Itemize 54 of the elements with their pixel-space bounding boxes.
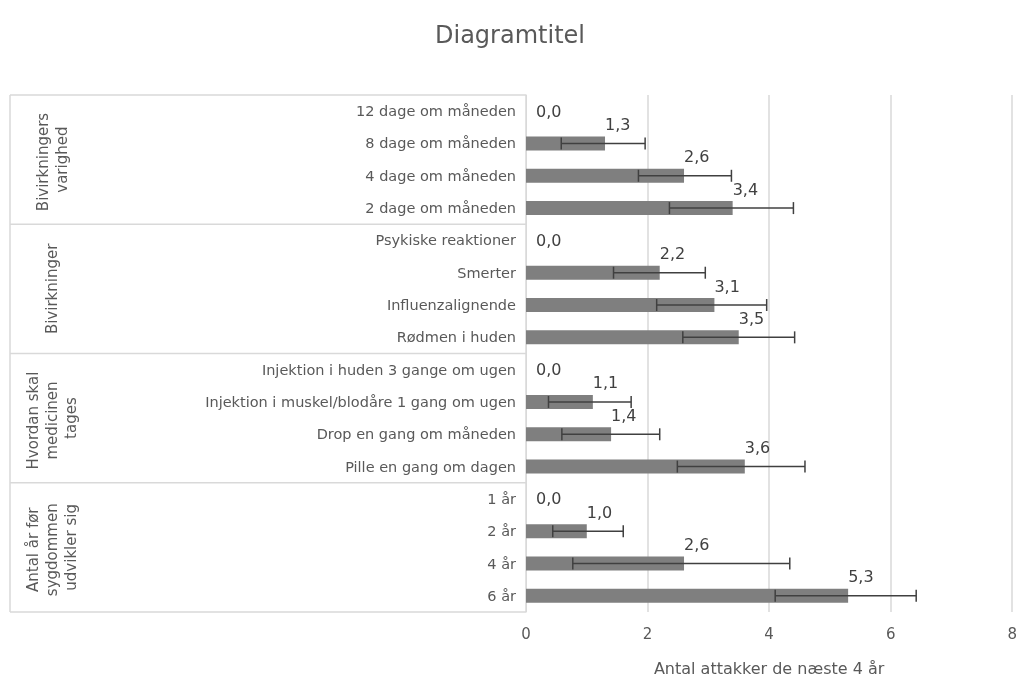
- y-tick-label: Influenzalignende: [386, 297, 517, 314]
- y-tick-label: Rødmen i huden: [396, 329, 516, 346]
- x-tick-label: 0: [521, 624, 531, 643]
- data-label: 2,6: [684, 535, 710, 555]
- data-label: 2,6: [684, 147, 710, 167]
- y-tick-label: Drop en gang om måneden: [316, 426, 516, 443]
- bar: [526, 201, 733, 216]
- x-tick-label: 4: [764, 624, 774, 643]
- y-tick-label: 1 år: [487, 490, 517, 507]
- bar: [526, 556, 685, 571]
- x-tick-label: 8: [1007, 624, 1017, 643]
- y-tick-label: Psykiske reaktioner: [375, 232, 517, 249]
- y-tick-label: 4 år: [487, 555, 517, 572]
- data-label: 0,0: [536, 489, 562, 509]
- bar: [526, 265, 660, 280]
- bar: [526, 427, 612, 442]
- y-tick-label: Pille en gang om dagen: [345, 458, 516, 475]
- data-label: 0,0: [536, 230, 562, 250]
- data-label: 5,3: [848, 567, 874, 587]
- y-tick-label: 12 dage om måneden: [356, 103, 516, 120]
- y-tick-label: 2 dage om måneden: [365, 200, 516, 217]
- data-label: 3,4: [732, 179, 759, 199]
- y-tick-label: 4 dage om måneden: [365, 167, 516, 184]
- bar: [526, 298, 715, 313]
- bar: [526, 459, 745, 474]
- text: Antal år før sygdommen udvikler sig: [24, 498, 80, 597]
- bar: [526, 136, 606, 151]
- data-label: 1,0: [586, 502, 613, 522]
- data-label: 3,5: [738, 308, 765, 328]
- chart-title: Diagramtitel: [435, 21, 585, 49]
- x-axis-title: Antal attakker de næste 4 år: [653, 658, 885, 678]
- text: Bivirkningers varighed: [33, 108, 71, 212]
- data-label: 0,0: [536, 101, 562, 121]
- text: Bivirkninger: [43, 242, 61, 335]
- data-label: 1,3: [605, 114, 631, 134]
- text: Hvordan skal medicinen tages: [24, 366, 80, 470]
- data-label: 3,1: [714, 276, 740, 296]
- bar: [526, 330, 739, 345]
- y-tick-label: Injektion i muskel/blodåre 1 gang om ugen: [205, 393, 516, 410]
- y-tick-label: Injektion i huden 3 gange om ugen: [261, 361, 516, 378]
- y-tick-label: Smerter: [457, 264, 517, 281]
- x-tick-label: 6: [885, 624, 896, 643]
- data-label: 3,6: [744, 438, 771, 458]
- data-label: 0,0: [536, 360, 562, 380]
- bar: [526, 168, 685, 183]
- y-tick-label: 2 år: [487, 523, 517, 540]
- y-tick-label: 8 dage om måneden: [365, 135, 516, 152]
- y-tick-label: 6 år: [487, 587, 517, 604]
- data-label: 1,4: [611, 405, 637, 425]
- data-label: 1,1: [592, 373, 619, 393]
- x-tick-label: 2: [642, 624, 653, 643]
- bar: [526, 524, 587, 539]
- data-label: 2,2: [659, 244, 686, 264]
- bar: [526, 588, 849, 603]
